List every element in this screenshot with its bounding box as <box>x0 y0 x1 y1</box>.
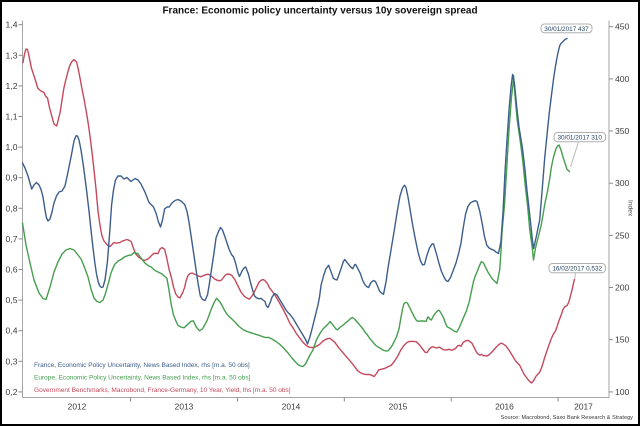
svg-text:0,7: 0,7 <box>6 234 18 244</box>
svg-text:450: 450 <box>615 22 630 32</box>
svg-text:2017: 2017 <box>574 402 593 412</box>
svg-text:1,2: 1,2 <box>6 81 18 91</box>
svg-text:Europe, Economic Policy Uncert: Europe, Economic Policy Uncertainty, New… <box>34 375 251 382</box>
svg-text:2014: 2014 <box>282 402 301 412</box>
svg-text:Government Benchmarks, Macrobo: Government Benchmarks, Macrobond, France… <box>34 387 291 394</box>
svg-text:2016: 2016 <box>495 402 514 412</box>
svg-text:France: Economic policy uncert: France: Economic policy uncertainty vers… <box>162 6 477 17</box>
svg-text:Source: Macrobond, Saxo Bank R: Source: Macrobond, Saxo Bank Research & … <box>501 415 634 421</box>
svg-text:100: 100 <box>615 387 630 397</box>
svg-text:0,9: 0,9 <box>6 173 18 183</box>
svg-text:0,2: 0,2 <box>6 387 18 397</box>
svg-text:0,4: 0,4 <box>6 326 18 336</box>
svg-text:200: 200 <box>615 283 630 293</box>
svg-text:0,3: 0,3 <box>6 356 18 366</box>
svg-text:1,4: 1,4 <box>6 20 18 30</box>
svg-text:Index: Index <box>626 200 633 217</box>
svg-text:0,8: 0,8 <box>6 203 18 213</box>
svg-text:300: 300 <box>615 178 630 188</box>
svg-text:150: 150 <box>615 335 630 345</box>
svg-text:16/02/2017 0,532: 16/02/2017 0,532 <box>552 266 602 273</box>
svg-text:30/01/2017 437: 30/01/2017 437 <box>544 26 589 33</box>
svg-text:2015: 2015 <box>389 402 408 412</box>
svg-text:400: 400 <box>615 74 630 84</box>
svg-text:1,0: 1,0 <box>6 142 18 152</box>
svg-text:0,6: 0,6 <box>6 265 18 275</box>
svg-text:2012: 2012 <box>68 402 87 412</box>
svg-text:1,1: 1,1 <box>6 112 18 122</box>
svg-text:250: 250 <box>615 230 630 240</box>
svg-text:350: 350 <box>615 126 630 136</box>
svg-text:1,3: 1,3 <box>6 50 18 60</box>
svg-text:30/01/2017 310: 30/01/2017 310 <box>557 135 602 142</box>
svg-text:France, Economic Policy Uncert: France, Economic Policy Uncertainty, New… <box>34 362 250 369</box>
svg-text:2013: 2013 <box>175 402 194 412</box>
svg-text:0,5: 0,5 <box>6 295 18 305</box>
